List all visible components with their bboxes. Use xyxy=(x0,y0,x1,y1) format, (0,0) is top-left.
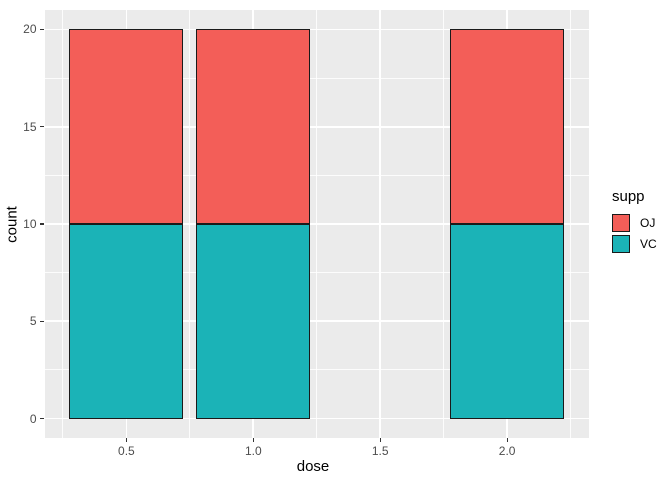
y-tick-label: 5 xyxy=(29,314,37,329)
x-axis-tick xyxy=(125,438,127,442)
legend-entry-vc: VC xyxy=(612,233,657,254)
legend-entry-oj: OJ xyxy=(612,212,657,233)
x-axis-title: dose xyxy=(296,458,330,475)
y-axis-tick xyxy=(40,28,44,31)
legend-key-swatch xyxy=(612,213,630,232)
legend-title: supp xyxy=(612,188,645,205)
bar-segment-vc xyxy=(450,224,565,419)
bar-segment-vc xyxy=(69,224,184,419)
gridline-major-horizontal xyxy=(44,125,589,128)
y-axis-title: count xyxy=(3,206,21,243)
y-tick-label: 0 xyxy=(29,411,37,426)
y-axis-tick xyxy=(40,126,44,128)
bar-segment-oj xyxy=(196,29,311,224)
legend-label: OJ xyxy=(640,215,656,230)
y-axis-tick xyxy=(40,320,44,322)
x-axis-tick xyxy=(252,438,254,442)
x-tick-label: 1.0 xyxy=(244,444,262,458)
gridline-major-horizontal xyxy=(44,223,589,225)
legend: supp OJ VC xyxy=(612,188,657,254)
x-tick-label: 2.0 xyxy=(498,444,516,458)
bar-segment-oj xyxy=(69,29,184,224)
y-axis-tick xyxy=(40,417,44,420)
legend-label: VC xyxy=(640,236,657,251)
x-tick-label: 1.5 xyxy=(371,444,389,458)
gridline-major-horizontal xyxy=(44,417,589,420)
legend-key-swatch xyxy=(612,234,630,253)
y-tick-label: 10 xyxy=(23,217,37,231)
bar-segment-vc xyxy=(196,224,311,419)
x-axis-tick xyxy=(506,438,508,442)
gridline-major-horizontal xyxy=(44,320,589,323)
gridline-major-vertical xyxy=(379,10,381,438)
gridline-major-horizontal xyxy=(44,28,589,31)
y-tick-label: 20 xyxy=(23,22,37,37)
x-tick-label: 0.5 xyxy=(118,444,135,458)
bar-segment-oj xyxy=(450,29,565,224)
x-axis-tick xyxy=(379,438,381,442)
y-tick-label: 15 xyxy=(23,119,37,134)
y-axis-tick xyxy=(40,223,44,225)
